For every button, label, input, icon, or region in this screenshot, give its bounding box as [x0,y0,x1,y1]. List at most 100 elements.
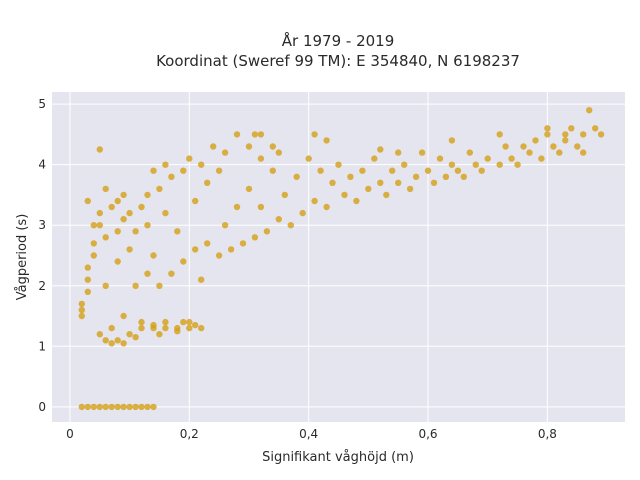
scatter-point [114,258,121,265]
scatter-point [281,191,288,199]
scatter-point [204,179,211,186]
scatter-point [580,149,587,156]
scatter-point [132,282,139,289]
scatter-point [544,131,551,138]
scatter-point [156,331,163,338]
scatter-point [174,328,181,335]
scatter-point [562,131,569,138]
scatter-point [215,167,223,174]
scatter-point [424,167,432,174]
scatter-point [520,143,527,150]
scatter-point [532,137,539,144]
scatter-point [192,321,199,329]
x-tick-label: 0,6 [418,427,437,441]
chart-title-line-1: År 1979 - 2019 [282,31,395,50]
scatter-point [108,324,115,332]
scatter-point [192,246,199,253]
scatter-point [257,203,265,211]
scatter-point [114,197,121,205]
scatter-point [90,252,98,259]
x-tick-label: 0,4 [299,427,318,441]
scatter-point [401,161,408,168]
scatter-point [544,125,551,132]
x-tick-label: 0 [66,427,74,441]
scatter-point [550,143,557,150]
scatter-point [162,318,169,326]
scatter-point [102,234,109,241]
scatter-point [335,161,342,168]
scatter-point [221,149,229,156]
scatter-point [580,131,587,138]
scatter-point [108,340,115,347]
scatter-point [138,203,145,211]
scatter-point [496,131,503,138]
scatter-point [299,209,306,217]
scatter-point [233,131,241,138]
scatter-point [144,222,151,229]
y-tick-label: 0 [38,400,46,414]
scatter-point [108,203,115,211]
scatter-point [114,403,121,411]
scatter-point [138,318,145,326]
y-axis-title: Vågperiod (s) [15,214,30,301]
scatter-point [156,282,163,289]
y-tick-label: 1 [38,339,46,353]
scatter-point [329,179,336,186]
scatter-point [597,131,605,138]
scatter-point [78,306,86,314]
scatter-point [586,107,593,114]
scatter-point [251,234,259,241]
scatter-point [538,155,545,162]
scatter-point [478,167,485,174]
scatter-point [78,300,86,308]
scatter-point [120,403,127,411]
scatter-point [96,331,104,338]
scatter-point [96,209,104,217]
x-tick-labels: 0 0,2 0,4 0,6 0,8 [66,427,557,441]
scatter-point [96,146,104,153]
x-axis-title: Signifikant våghöjd (m) [262,450,414,465]
scatter-point [233,203,241,211]
scatter-point [126,209,133,217]
scatter-point [359,167,366,174]
scatter-point [114,228,121,235]
scatter-point [562,137,569,144]
scatter-point [198,324,205,332]
scatter-point [90,240,98,247]
y-tick-labels: 0 1 2 3 4 5 [38,97,46,414]
scatter-point [102,282,109,289]
scatter-point [592,125,599,132]
scatter-point [186,318,193,326]
scatter-point [454,167,462,174]
scatter-point [574,143,581,150]
scatter-point [150,167,157,174]
scatter-point [311,131,318,138]
scatter-point [108,403,115,411]
scatter-point [239,240,247,247]
scatter-point [138,324,145,332]
scatter-point [406,185,414,193]
scatter-point [144,403,151,411]
scatter-point [287,222,294,229]
x-tick-label: 0,8 [538,427,557,441]
scatter-point [323,203,330,211]
scatter-point [556,149,563,156]
scatter-point [78,312,86,320]
scatter-point [245,143,253,150]
scatter-point [365,185,372,193]
scatter-point [263,228,271,235]
scatter-point [347,173,354,180]
scatter-point [496,161,503,168]
scatter-point [275,216,282,223]
scatter-point [395,179,402,186]
scatter-point [174,228,181,235]
scatter-point [305,155,312,162]
scatter-point [502,143,509,150]
scatter-point [180,258,187,265]
scatter-point [192,197,199,205]
scatter-point [466,149,473,156]
scatter-point [377,179,384,186]
scatter-point [186,155,193,162]
scatter-point [96,403,104,411]
